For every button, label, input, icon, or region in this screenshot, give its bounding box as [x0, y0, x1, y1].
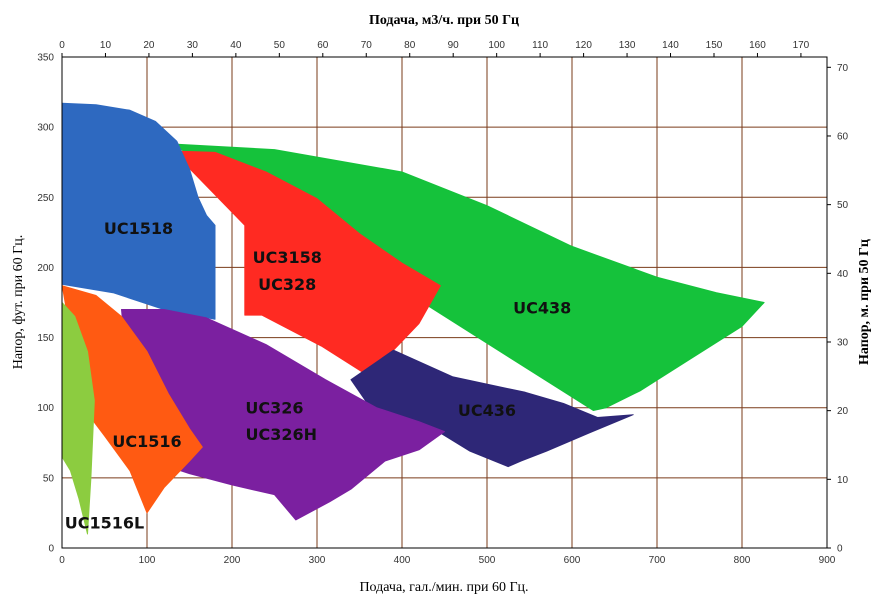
- x-bottom-tick-label: 200: [224, 555, 241, 566]
- region-label-uc436: UC436: [458, 401, 516, 420]
- x-top-tick-label: 30: [187, 40, 199, 51]
- x-top-tick-label: 20: [143, 40, 155, 51]
- bottom-axis-title: Подача, гал./мин. при 60 Гц.: [359, 580, 528, 595]
- x-top-tick-label: 60: [317, 40, 329, 51]
- x-bottom-tick-label: 600: [564, 555, 581, 566]
- region-label-uc326h: UC326H: [246, 425, 318, 444]
- x-top-tick-label: 80: [404, 40, 416, 51]
- region-label-uc438: UC438: [513, 299, 571, 318]
- tick-labels: 0 100 200 300 400 500 600 700 800 900050100150200…: [37, 40, 848, 566]
- axes: [61, 56, 828, 549]
- y-left-tick-label: 50: [43, 473, 55, 484]
- y-right-tick-label: 60: [837, 131, 849, 142]
- region-uc3158-uc328: [172, 150, 441, 379]
- x-top-tick-label: 140: [662, 40, 679, 51]
- region-label-uc1516l: UC1516L: [65, 513, 144, 532]
- y-left-tick-label: 300: [37, 123, 54, 134]
- x-bottom-tick-label: 100: [139, 555, 156, 566]
- region-uc326-uc326h: [121, 309, 445, 521]
- region-labels: UC1518 UC3158 UC328 UC438 UC436 UC326 UC326H UC…: [65, 219, 572, 533]
- y-left-tick-label: 350: [37, 53, 54, 64]
- x-top-tick-label: 0: [59, 40, 65, 51]
- y-left-tick-label: 250: [37, 193, 54, 204]
- x-bottom-tick-label: 0: [59, 555, 65, 566]
- y-right-tick-label: 10: [837, 475, 849, 486]
- x-bottom-tick-label: 800: [734, 555, 751, 566]
- x-top-tick-label: 100: [488, 40, 505, 51]
- y-left-tick-label: 0: [48, 544, 54, 555]
- x-top-tick-label: 10: [100, 40, 112, 51]
- x-bottom-tick-label: 900: [819, 555, 836, 566]
- x-top-tick-label: 130: [619, 40, 636, 51]
- region-uc436: [350, 349, 634, 468]
- y-right-tick-label: 40: [837, 269, 849, 280]
- region-uc1516l: [61, 302, 95, 535]
- x-top-tick-label: 170: [793, 40, 810, 51]
- x-top-tick-label: 110: [532, 40, 548, 51]
- right-axis-title: Напор, м. при 50 Гц: [857, 239, 872, 365]
- x-top-tick-label: 40: [230, 40, 242, 51]
- x-top-tick-label: 50: [274, 40, 286, 51]
- left-axis-title: Напор, фут. при 60 Гц.: [11, 235, 26, 370]
- y-right-tick-label: 70: [837, 63, 849, 74]
- region-label-uc1518: UC1518: [104, 219, 173, 238]
- x-bottom-tick-label: 300: [309, 555, 326, 566]
- region-label-uc326: UC326: [245, 398, 303, 417]
- y-right-tick-label: 50: [837, 200, 849, 211]
- x-top-tick-label: 70: [361, 40, 373, 51]
- x-top-tick-label: 150: [706, 40, 723, 51]
- region-label-uc328: UC328: [258, 275, 316, 294]
- region-uc1518: [61, 102, 216, 320]
- region-label-uc1516: UC1516: [112, 432, 181, 451]
- y-right-tick-label: 0: [837, 544, 843, 555]
- x-bottom-tick-label: 400: [394, 555, 411, 566]
- y-left-tick-label: 100: [37, 403, 54, 414]
- top-axis-title: Подача, м3/ч. при 50 Гц: [369, 13, 519, 28]
- y-right-tick-label: 20: [837, 406, 849, 417]
- x-top-tick-label: 120: [575, 40, 592, 51]
- x-top-tick-label: 160: [749, 40, 766, 51]
- region-label-uc3158: UC3158: [253, 248, 322, 267]
- x-bottom-tick-label: 500: [479, 555, 496, 566]
- x-top-tick-label: 90: [448, 40, 460, 51]
- y-left-tick-label: 200: [37, 263, 54, 274]
- x-bottom-tick-label: 700: [649, 555, 666, 566]
- plot-frame: [61, 56, 828, 549]
- y-right-tick-label: 30: [837, 337, 849, 348]
- y-left-tick-label: 150: [37, 333, 54, 344]
- pump-regions: [61, 102, 765, 535]
